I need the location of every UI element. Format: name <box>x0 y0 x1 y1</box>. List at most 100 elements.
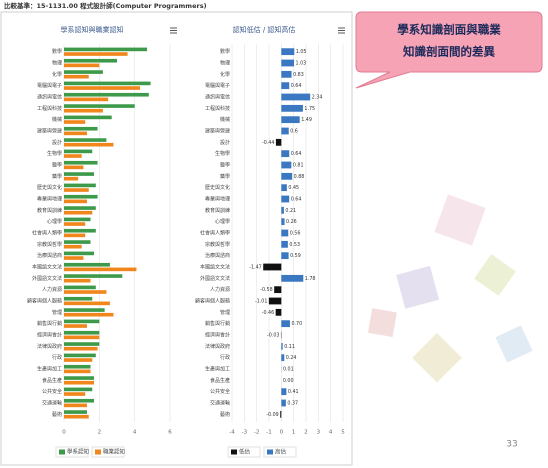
value-label: -0.09 <box>266 412 278 418</box>
value-label: 0.64 <box>291 83 302 89</box>
bar <box>281 274 304 282</box>
bar <box>281 195 290 203</box>
category-label: 交通運輸 <box>210 400 230 407</box>
bar <box>64 285 96 290</box>
bar <box>281 93 311 101</box>
bar <box>64 183 96 188</box>
decoration <box>367 194 533 383</box>
bar <box>64 149 93 154</box>
bar <box>64 319 100 324</box>
bar <box>64 410 87 414</box>
value-label: -1.47 <box>249 265 261 271</box>
category-label: 生產與加工 <box>205 366 230 373</box>
category-label: 數學 <box>52 48 62 55</box>
bar <box>281 70 292 78</box>
x-tick-label: -3 <box>242 430 248 436</box>
category-label: 經濟與會計 <box>205 332 230 339</box>
value-label: 0.11 <box>284 344 295 350</box>
category-label: 物理 <box>52 60 62 67</box>
legend-swatch <box>231 449 237 455</box>
bar <box>64 267 137 272</box>
bar <box>64 296 93 301</box>
bar <box>275 308 282 316</box>
bar <box>281 172 293 180</box>
value-label: -0.46 <box>262 310 274 316</box>
bar <box>281 82 290 90</box>
legend-swatch <box>267 449 273 455</box>
x-tick-label: 5 <box>341 430 345 436</box>
value-label: 0.24 <box>286 355 297 361</box>
bar <box>64 210 93 215</box>
category-label: 管理 <box>52 309 62 316</box>
bar <box>281 229 289 237</box>
category-label: 社會與人類學 <box>200 230 230 237</box>
callout-line: 知識剖面間的差異 <box>402 45 495 59</box>
bar <box>64 108 103 113</box>
category-label: 顧客與個人服務 <box>195 298 230 305</box>
chart-title: 學系認知與職業認知 <box>61 25 124 34</box>
x-tick-label: 4 <box>133 430 137 436</box>
bar <box>64 312 114 317</box>
bar <box>64 160 98 165</box>
bar <box>64 324 87 328</box>
bar <box>64 176 79 181</box>
value-label: 0.56 <box>290 231 301 237</box>
bar <box>64 92 149 97</box>
category-label: 外國語文文法 <box>32 275 62 282</box>
bar <box>64 398 95 403</box>
bar <box>64 63 100 68</box>
x-tick-label: 1 <box>292 430 296 436</box>
x-tick-label: -2 <box>254 430 259 436</box>
category-label: 顧客與個人服務 <box>27 298 62 305</box>
bar <box>280 410 282 418</box>
category-label: 機械 <box>220 116 230 123</box>
bar <box>64 172 95 176</box>
menu-icon[interactable] <box>170 27 177 34</box>
bar <box>281 127 289 135</box>
category-label: 社會與人類學 <box>32 230 62 237</box>
x-tick-label: 2 <box>304 430 308 436</box>
bar <box>64 240 91 244</box>
category-label: 教育與訓練 <box>205 207 230 214</box>
category-label: 行政 <box>220 354 230 361</box>
category-label: 公共安全 <box>210 388 230 395</box>
bar <box>281 206 284 214</box>
x-tick-label: -1 <box>266 430 271 436</box>
category-label: 交通運輸 <box>42 400 62 407</box>
value-label: 0.64 <box>291 151 302 157</box>
category-label: 治療與諮商 <box>37 252 62 259</box>
bar <box>64 369 91 374</box>
bar <box>281 240 288 248</box>
value-label: 0.64 <box>291 197 302 203</box>
menu-icon[interactable] <box>338 27 345 34</box>
category-label: 醫學 <box>220 162 230 169</box>
bar <box>281 218 285 226</box>
category-label: 人力資源 <box>42 286 62 293</box>
x-tick-label: 0 <box>280 430 284 436</box>
category-label: 經濟與會計 <box>37 332 62 339</box>
value-label: 0.01 <box>283 367 294 373</box>
x-tick-label: 3 <box>317 430 321 436</box>
category-label: 食品生產 <box>42 377 62 384</box>
bar <box>64 142 114 147</box>
bar <box>281 399 286 407</box>
value-label: 1.05 <box>296 49 307 55</box>
category-label: 法律與政府 <box>37 343 62 350</box>
value-label: 1.03 <box>296 61 307 67</box>
bar <box>64 342 100 346</box>
bar <box>64 262 110 267</box>
category-label: 宗教與哲學 <box>37 241 62 248</box>
legend-box <box>227 446 261 458</box>
bar <box>64 392 86 396</box>
category-label: 本國語文文法 <box>200 264 230 271</box>
bar <box>263 263 282 271</box>
bar <box>64 104 135 108</box>
value-label: 0.21 <box>285 208 296 214</box>
bar <box>64 330 100 335</box>
bar <box>64 308 105 312</box>
page-number: 33 <box>506 440 517 450</box>
category-label: 藥學 <box>220 173 230 180</box>
bar <box>64 206 96 210</box>
legend-label: 學系認知 <box>67 448 89 456</box>
